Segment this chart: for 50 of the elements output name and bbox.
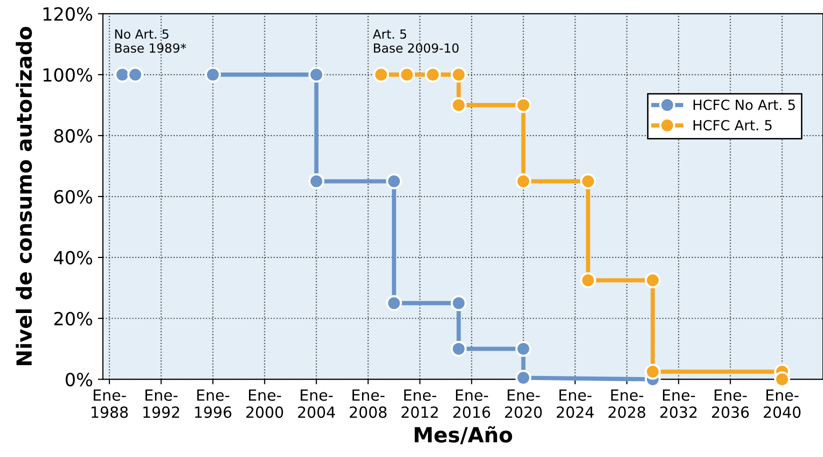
point	[204, 66, 221, 83]
x-tick-label: Ene- 2012	[402, 390, 438, 418]
point	[424, 66, 441, 83]
point	[450, 295, 467, 312]
point	[644, 364, 661, 380]
point	[580, 173, 596, 190]
y-tick-label: 60%	[54, 190, 92, 204]
point	[644, 272, 661, 288]
annotation: No Art. 5 Base 1989*	[115, 29, 186, 53]
x-tick-label: Ene- 2016	[453, 390, 490, 418]
point	[114, 66, 130, 83]
point	[308, 66, 324, 83]
x-axis-title: Mes/Año	[414, 426, 512, 444]
point	[450, 66, 467, 83]
x-tick-label: Ene- 2032	[660, 390, 697, 418]
y-tick-label: 40%	[54, 250, 92, 265]
point	[774, 371, 790, 388]
x-tick-label: Ene- 1992	[143, 390, 180, 418]
x-tick-label: Ene- 2036	[712, 390, 749, 418]
point	[398, 66, 415, 83]
point	[308, 173, 324, 190]
x-tick-label: Ene- 2024	[556, 390, 594, 418]
point	[386, 295, 402, 312]
x-tick-label: Ene- 2004	[298, 390, 335, 418]
point	[386, 173, 402, 190]
x-tick-label: Ene- 2000	[246, 390, 284, 418]
legend-label: HCFC No Art. 5	[694, 100, 795, 110]
point	[450, 340, 467, 357]
y-tick-label: 0%	[66, 372, 92, 386]
annotation: Art. 5 Base 2009-10	[372, 29, 459, 53]
point	[515, 173, 532, 190]
y-axis-title: Nivel de consumo autorizado	[16, 26, 32, 366]
y-tick-label: 100%	[44, 68, 92, 82]
point	[515, 340, 532, 357]
point	[580, 272, 596, 288]
x-tick-label: Ene- 2040	[764, 390, 801, 418]
x-tick-label: Ene- 1996	[195, 390, 232, 418]
y-tick-label: 120%	[44, 7, 92, 21]
x-tick-label: Ene- 2020	[505, 390, 542, 418]
point	[450, 97, 467, 114]
x-tick-label: Ene- 2028	[608, 390, 646, 418]
y-tick-label: 80%	[54, 129, 92, 143]
x-tick-label: Ene- 2008	[350, 390, 387, 418]
point	[515, 97, 532, 114]
point	[373, 66, 390, 83]
x-tick-label: Ene- 1988	[92, 390, 128, 418]
point	[127, 66, 144, 83]
y-tick-label: 20%	[54, 312, 92, 326]
point	[515, 370, 532, 386]
legend-label: HCFC Art. 5	[694, 120, 772, 130]
